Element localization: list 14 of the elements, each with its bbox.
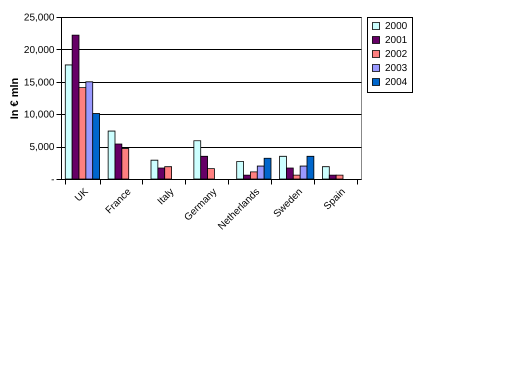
- y-axis-title: In € mln: [8, 77, 21, 120]
- legend-label: 2002: [385, 49, 408, 60]
- y-tick-label: -: [51, 174, 54, 186]
- x-tick-label: Italy: [156, 186, 176, 208]
- legend-label: 2003: [385, 63, 408, 74]
- y-tick-label: 15,000: [24, 77, 55, 88]
- y-tick-label: 20,000: [24, 44, 55, 56]
- legend-label: 2001: [385, 35, 408, 46]
- legend-label: 2004: [385, 77, 408, 88]
- y-tick-label: 25,000: [24, 12, 55, 24]
- y-tick-label: 5,000: [29, 142, 55, 154]
- y-tick-label: 10,000: [24, 110, 55, 121]
- legend-label: 2000: [385, 21, 408, 32]
- x-tick-label: UK: [73, 186, 91, 204]
